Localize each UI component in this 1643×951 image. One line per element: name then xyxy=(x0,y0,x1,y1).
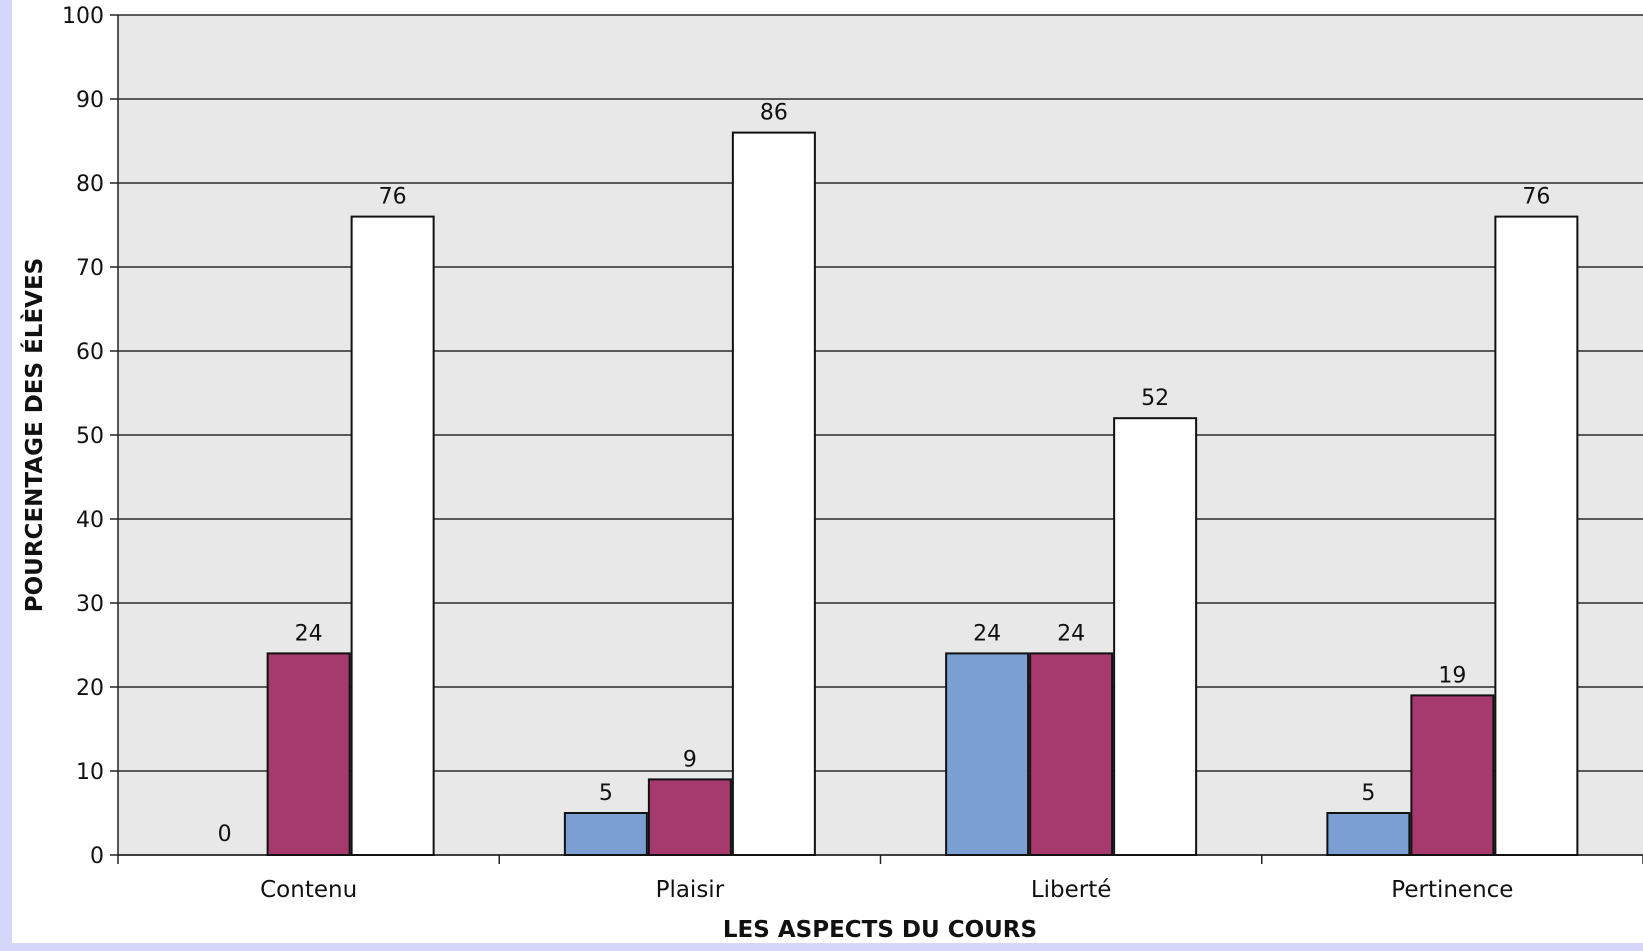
bar xyxy=(647,778,732,857)
y-tick-label: 80 xyxy=(76,172,104,197)
bar xyxy=(266,652,351,857)
y-tick-label: 30 xyxy=(76,592,104,617)
x-category-label: Plaisir xyxy=(656,877,725,903)
bar xyxy=(731,131,816,857)
data-label: 9 xyxy=(683,747,697,772)
data-label: 86 xyxy=(760,101,788,126)
bar xyxy=(350,215,435,857)
x-category-label: Pertinence xyxy=(1391,877,1513,903)
data-labels: 0 24 76 5 9 86 24 24 52 5 19 76 xyxy=(218,101,1551,847)
data-label: 76 xyxy=(379,185,407,210)
data-label: 5 xyxy=(1361,781,1375,806)
x-axis: Contenu Plaisir Liberté Pertinence xyxy=(117,854,1643,903)
data-label: 5 xyxy=(599,781,613,806)
data-label: 76 xyxy=(1522,185,1550,210)
data-label: 19 xyxy=(1438,663,1466,688)
bar xyxy=(1113,417,1198,856)
bar xyxy=(945,652,1030,857)
y-axis: 0 10 20 30 40 50 60 70 80 90 100 xyxy=(62,4,119,869)
data-label: 52 xyxy=(1141,386,1169,411)
data-label: 24 xyxy=(295,621,323,646)
y-tick-label: 70 xyxy=(76,256,104,281)
x-category-label: Contenu xyxy=(260,877,357,903)
bar xyxy=(563,812,648,856)
y-tick-label: 40 xyxy=(76,508,104,533)
data-label: 24 xyxy=(973,621,1001,646)
y-tick-label: 100 xyxy=(62,4,104,29)
bar xyxy=(1029,652,1114,857)
y-tick-label: 0 xyxy=(90,844,104,869)
y-tick-label: 60 xyxy=(76,340,104,365)
y-tick-label: 10 xyxy=(76,760,104,785)
bars xyxy=(266,131,1579,857)
y-axis-title: POURCENTAGE DES ÉLÈVES xyxy=(20,258,48,612)
data-label: 24 xyxy=(1057,621,1085,646)
bar xyxy=(1410,694,1495,857)
bar xyxy=(1494,215,1579,857)
chart-frame: 0 10 20 30 40 50 60 70 80 90 100 Contenu Plaisir Lib… xyxy=(12,0,1643,943)
data-label: 0 xyxy=(218,822,232,847)
bar xyxy=(1326,812,1411,856)
x-axis-title: LES ASPECTS DU COURS xyxy=(723,917,1037,943)
y-tick-label: 20 xyxy=(76,676,104,701)
x-category-label: Liberté xyxy=(1031,877,1112,903)
y-tick-label: 90 xyxy=(76,88,104,113)
y-tick-label: 50 xyxy=(76,424,104,449)
